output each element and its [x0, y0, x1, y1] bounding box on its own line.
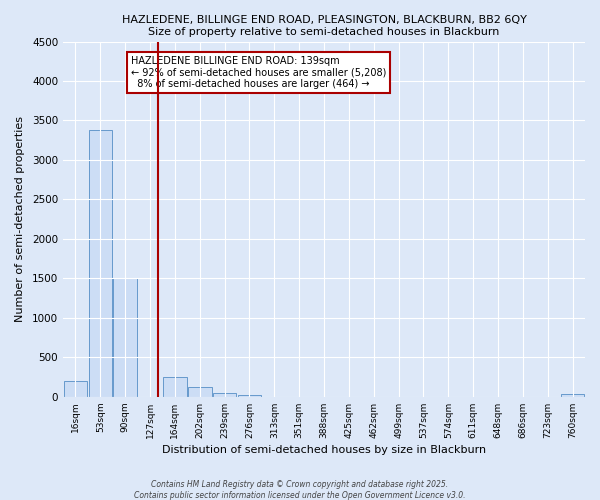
Text: Contains HM Land Registry data © Crown copyright and database right 2025.
Contai: Contains HM Land Registry data © Crown c… — [134, 480, 466, 500]
X-axis label: Distribution of semi-detached houses by size in Blackburn: Distribution of semi-detached houses by … — [162, 445, 486, 455]
Bar — [113, 278, 137, 397]
Bar — [188, 386, 212, 397]
Text: HAZLEDENE BILLINGE END ROAD: 139sqm
← 92% of semi-detached houses are smaller (5: HAZLEDENE BILLINGE END ROAD: 139sqm ← 92… — [131, 56, 386, 89]
Bar — [163, 376, 187, 397]
Bar — [561, 394, 584, 397]
Bar — [238, 395, 261, 397]
Bar — [64, 382, 87, 397]
Bar — [213, 393, 236, 397]
Y-axis label: Number of semi-detached properties: Number of semi-detached properties — [15, 116, 25, 322]
Title: HAZLEDENE, BILLINGE END ROAD, PLEASINGTON, BLACKBURN, BB2 6QY
Size of property r: HAZLEDENE, BILLINGE END ROAD, PLEASINGTO… — [122, 15, 526, 36]
Bar — [89, 130, 112, 397]
